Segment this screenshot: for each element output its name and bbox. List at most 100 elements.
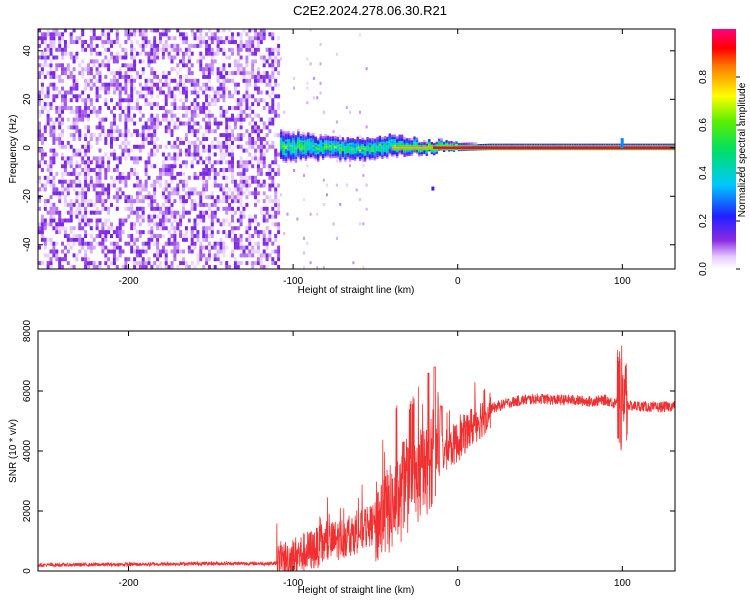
spectrogram-noise-cell (89, 51, 93, 56)
spectrogram-artifact-100km (620, 138, 624, 149)
spectrogram-noise-cell (124, 74, 128, 79)
spectrogram-noise-cell (256, 257, 260, 262)
spectrogram-noise-cell (216, 28, 220, 33)
spectrogram-noise-cell (89, 43, 93, 48)
spectrogram-signal-cell (662, 143, 666, 147)
spectrogram-noise-cell (75, 183, 79, 188)
spectrogram-noise-cell (239, 102, 243, 107)
spectrogram-signal-cell (356, 142, 359, 145)
spectrogram-signal-cell (339, 139, 342, 143)
spectrogram-signal-cell (361, 155, 364, 158)
spectrogram-noise-cell (147, 140, 151, 145)
spectrogram-noise-cell (274, 234, 278, 238)
spectrogram-noise-cell (271, 109, 275, 114)
spectrogram-noise-cell (84, 133, 88, 138)
spectrogram-noise-cell (156, 202, 160, 207)
spectrogram-noise-cell (164, 74, 168, 79)
spectrogram-noise-cell (213, 94, 217, 99)
spectrogram-noise-cell (219, 94, 223, 99)
spectrogram-noise-cell (210, 234, 214, 238)
spectrogram-noise-cell (69, 74, 73, 79)
spectrogram-noise-cell (121, 249, 125, 254)
spectrogram-noise-cell (167, 183, 171, 188)
spectrogram-signal-cell (354, 145, 357, 148)
spectrogram-noise-cell (170, 59, 174, 64)
spectrogram-noise-cell (110, 51, 113, 56)
spectrogram-noise-cell (49, 183, 53, 188)
spectrogram-noise-cell (124, 98, 128, 103)
spectrogram-noise-cell (66, 63, 70, 68)
spectrogram-noise-cell (236, 32, 240, 37)
spectrogram-noise-cell (164, 179, 168, 184)
spectrogram-noise-cell (130, 168, 134, 172)
spectrogram-signal-cell (299, 157, 303, 160)
spectrogram-noise-cell (150, 152, 154, 157)
spectrogram-noise-cell (147, 214, 151, 219)
snr-plot-area (38, 331, 675, 571)
spectrogram-noise-cell (81, 47, 85, 52)
spectrogram-noise-cell (271, 117, 275, 122)
spectrogram-noise-cell (147, 237, 151, 242)
spectrogram-noise-cell (239, 125, 243, 130)
spectrogram-noise-cell (89, 168, 93, 172)
spectrogram-signal-cell (312, 152, 315, 155)
spectrogram-noise-cell (159, 179, 162, 184)
spectrogram-signal-cell (531, 143, 535, 147)
spectrogram-noise-cell (72, 109, 76, 114)
spectrogram-noise-cell (115, 82, 119, 87)
spectrogram-noise-cell (193, 32, 197, 37)
spectrogram-noise-cell (236, 102, 240, 107)
spectrogram-noise-cell (63, 226, 67, 231)
spectrogram-noise-cell (242, 210, 246, 215)
spectrogram-signal-cell (405, 138, 409, 141)
spectrogram-noise-cell (228, 265, 232, 269)
spectrogram-signal-cell (304, 133, 308, 136)
spectrogram-noise-cell (256, 249, 260, 254)
spectrogram-noise-cell (138, 206, 142, 211)
spectrogram-signal-cell (344, 141, 347, 145)
spectrogram-noise-cell (251, 265, 255, 269)
spectrogram-noise-cell (156, 179, 160, 184)
spectrogram-noise-cell (61, 117, 64, 122)
spectrogram-noise-cell (61, 98, 64, 103)
spectrogram-noise-cell (170, 179, 174, 184)
spectrogram-noise-cell (98, 106, 102, 110)
spectrogram-noise-cell (236, 90, 240, 95)
spectrogram-noise-cell (239, 156, 243, 161)
spectrogram-noise-cell (248, 237, 252, 242)
spectrogram-noise-cell (256, 168, 260, 172)
spectrogram-noise-cell (144, 36, 148, 41)
spectrogram-noise-cell (81, 214, 85, 219)
spectrogram-noise-cell (147, 241, 151, 246)
spectrogram-noise-cell (118, 175, 122, 180)
spectrogram-noise-cell (112, 117, 116, 122)
spectrogram-noise-cell (69, 164, 73, 169)
spectrogram-signal-cell (413, 150, 416, 153)
spectrogram-noise-cell (239, 164, 243, 169)
spectrogram-signal-cell (334, 143, 337, 147)
spectrogram-noise-cell (182, 82, 185, 87)
spectrogram-signal-cell (314, 148, 317, 151)
spectrogram-noise-cell (167, 51, 171, 56)
spectrogram-signal-cell (366, 148, 369, 152)
spectrogram-noise-cell (231, 51, 234, 56)
spectrogram-noise-cell (256, 261, 260, 266)
spectrogram-signal-cell (425, 151, 428, 154)
spectrogram-noise-cell (150, 51, 154, 56)
spectrogram-signal-cell (294, 135, 298, 138)
spectrogram-noise-cell (262, 106, 266, 110)
spectrogram-noise-cell (133, 249, 137, 254)
spectrogram-signal-cell (361, 137, 364, 141)
spectrogram-faint-cell (322, 266, 325, 269)
spectrogram-x-tick-label: 100 (614, 276, 631, 287)
spectrogram-noise-cell (144, 195, 148, 200)
spectrogram-noise-cell (58, 179, 62, 184)
spectrogram-noise-cell (176, 249, 180, 254)
spectrogram-noise-cell (115, 129, 119, 134)
spectrogram-noise-cell (262, 160, 266, 165)
spectrogram-signal-cell (415, 143, 419, 146)
spectrogram-signal-cell (445, 142, 448, 145)
spectrogram-noise-cell (262, 164, 266, 169)
spectrogram-noise-cell (89, 261, 93, 266)
spectrogram-signal-cell (415, 149, 419, 152)
